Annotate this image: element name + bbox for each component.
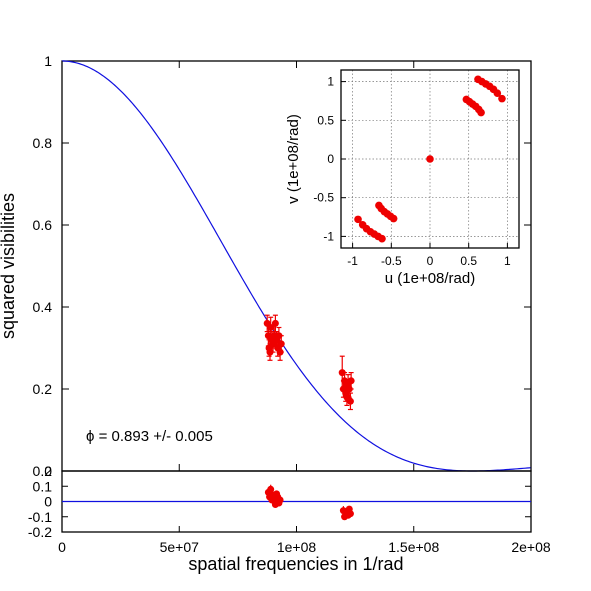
- inset-y-tick-label: 0.5: [317, 113, 334, 127]
- inset-y-tick-label: 0: [327, 152, 334, 166]
- y-axis-label: squared visibilities: [0, 193, 18, 339]
- y-tick-label: 0.6: [33, 217, 53, 233]
- inset-data-points: [354, 75, 506, 243]
- fit-annotation: ϕ = 0.893 +/- 0.005: [86, 428, 213, 445]
- uv-point: [358, 220, 367, 229]
- inset-y-tick-label: 1: [327, 75, 334, 89]
- uv-point: [498, 94, 506, 103]
- residual-y-tick-label: -0.2: [28, 524, 52, 540]
- x-tick-label: 1.5e+08: [388, 539, 439, 555]
- uv-point: [493, 89, 502, 98]
- main-y-ticks: 00.20.40.60.81: [33, 53, 531, 479]
- inset-ticks: -1 -0.5 0 0.5 1 -1 -0.5 0 0.5 1: [313, 75, 511, 268]
- inset-y-tick-label: -0.5: [313, 191, 334, 205]
- x-tick-label: 0: [58, 539, 66, 555]
- data-point: [347, 377, 355, 385]
- residual-y-tick-label: 0.1: [33, 478, 53, 494]
- inset-x-tick-label: -0.5: [381, 254, 402, 268]
- residual-point: [346, 510, 354, 518]
- y-tick-label: 0: [44, 463, 52, 479]
- x-tick-label: 1e+08: [277, 539, 317, 555]
- data-point: [266, 348, 274, 356]
- x-tick-label: 2e+08: [511, 539, 551, 555]
- main-data-points: [263, 314, 355, 411]
- residual-plot-panel: -0.2-0.100.10.2 0 5e+07 1e+08 1.5e+08 2e+08 …: [28, 61, 551, 574]
- inset-x-tick-label: -1: [347, 254, 358, 268]
- y-tick-label: 1: [44, 53, 52, 69]
- data-point: [271, 319, 279, 327]
- residual-y-tick-label: 0: [44, 494, 52, 510]
- residual-data-points: [264, 484, 354, 521]
- data-point: [346, 397, 354, 405]
- x-ticks: 0 5e+07 1e+08 1.5e+08 2e+08: [58, 61, 551, 555]
- residual-point: [276, 496, 284, 504]
- y-tick-label: 0.8: [33, 135, 53, 151]
- main-plot-panel: 00.20.40.60.81 ϕ = 0.893 +/- 0.005 squar…: [0, 53, 532, 479]
- uv-coverage-inset: -1 -0.5 0 0.5 1 -1 -0.5 0 0.5 1 u (1e+08/rad) v (…: [285, 69, 520, 287]
- y-tick-label: 0.2: [33, 381, 53, 397]
- model-curve: [61, 60, 532, 472]
- x-tick-label: 5e+07: [160, 539, 200, 555]
- uv-point: [426, 155, 434, 163]
- inset-y-tick-label: -1: [323, 229, 334, 243]
- residual-y-tick-label: -0.1: [28, 509, 52, 525]
- model-curve-line: [61, 60, 532, 472]
- y-tick-label: 0.4: [33, 299, 53, 315]
- inset-x-tick-label: 0: [427, 254, 434, 268]
- x-axis-label: spatial frequencies in 1/rad: [188, 554, 403, 574]
- inset-x-tick-label: 0.5: [460, 254, 477, 268]
- residual-y-ticks: -0.2-0.100.10.2: [28, 463, 531, 540]
- inset-x-axis-label: u (1e+08/rad): [385, 270, 475, 287]
- inset-y-axis-label: v (1e+08/rad): [285, 114, 302, 204]
- uv-point: [375, 201, 383, 210]
- data-point: [277, 340, 285, 348]
- inset-x-tick-label: 1: [504, 254, 511, 268]
- residual-y-tick-label: 0.2: [33, 463, 53, 479]
- uv-point: [477, 108, 485, 117]
- uv-point: [354, 215, 362, 224]
